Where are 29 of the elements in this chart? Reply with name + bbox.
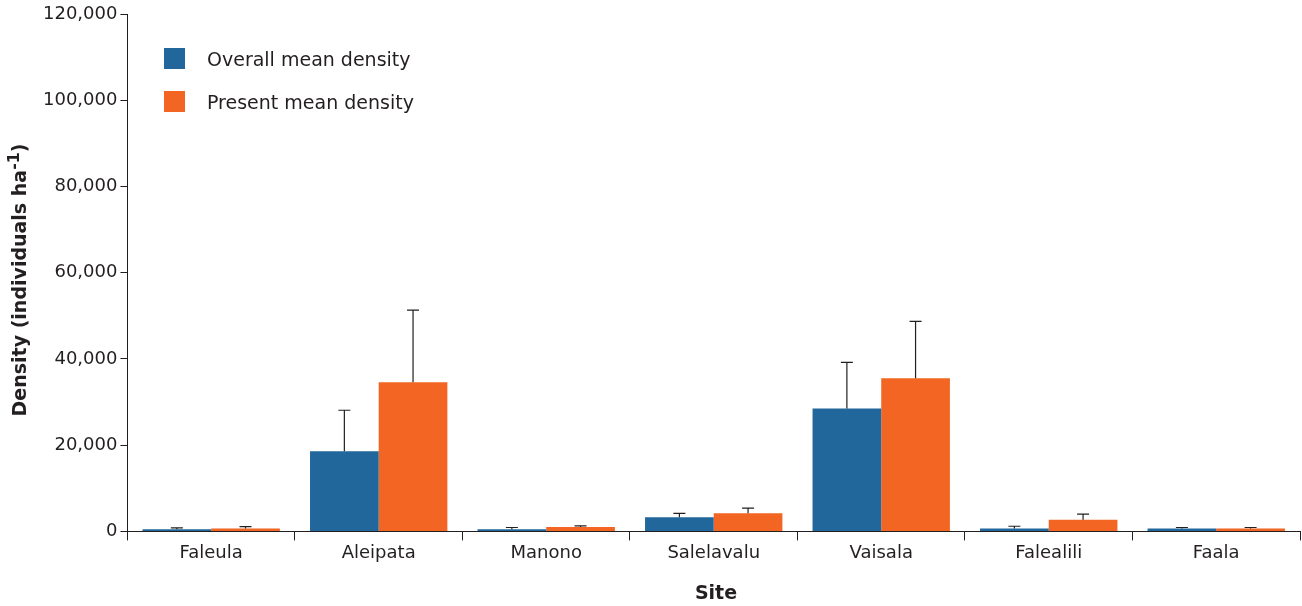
x-tick-label: Vaisala <box>849 540 913 562</box>
x-tick-label: Faleula <box>179 540 243 562</box>
y-tick-label: 100,000 <box>43 87 118 109</box>
y-tick-label: 120,000 <box>43 1 118 23</box>
x-tick-label: Faala <box>1192 540 1240 562</box>
bar <box>713 513 783 531</box>
y-tick-label: 40,000 <box>54 346 118 368</box>
x-tick-label: Manono <box>510 540 582 562</box>
bar <box>980 528 1049 531</box>
legend-label: Overall mean density <box>207 47 411 70</box>
bar <box>310 451 379 531</box>
y-tick-label: 20,000 <box>54 432 118 454</box>
y-tick-label: 60,000 <box>54 260 118 282</box>
bar <box>881 378 950 531</box>
bar <box>378 382 448 531</box>
y-tick-label: 0 <box>105 519 118 541</box>
bar <box>211 528 280 531</box>
x-tick-label: Aleipata <box>341 540 416 562</box>
bar <box>645 517 714 531</box>
bar <box>1147 528 1217 531</box>
bar <box>546 527 615 531</box>
x-tick-label: Falealili <box>1015 540 1083 562</box>
x-axis-title: Site <box>694 581 738 603</box>
bar <box>1048 519 1118 531</box>
x-tick-label: Salelavalu <box>667 540 761 562</box>
bar <box>1216 528 1285 531</box>
y-tick-label: 80,000 <box>54 174 118 196</box>
legend-label: Present mean density <box>207 90 414 113</box>
bar <box>812 408 882 531</box>
